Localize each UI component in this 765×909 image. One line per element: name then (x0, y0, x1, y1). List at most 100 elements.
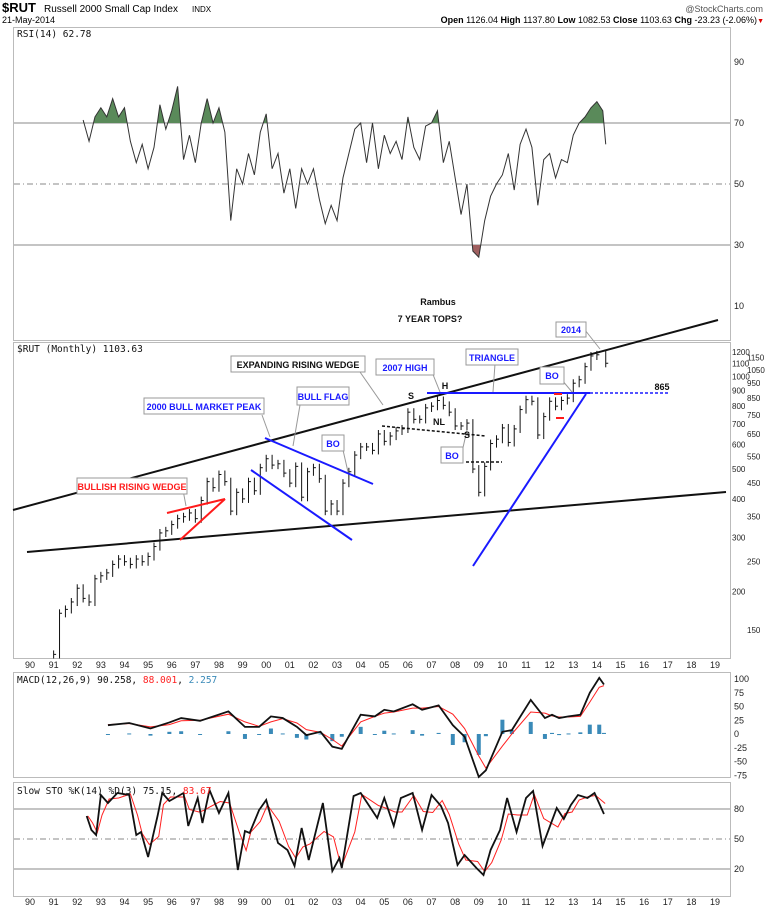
low-label: Low (557, 15, 576, 25)
callout-bo-2013: BO (539, 366, 573, 393)
x-tick-label-bottom: 06 (403, 897, 413, 907)
label-expanding-wedge: EXPANDING RISING WEDGE (237, 360, 360, 370)
macd-histogram-bar (420, 734, 425, 736)
macd-histogram-bar (318, 733, 323, 735)
chart-headline: 7 YEAR TOPS? (398, 314, 463, 324)
x-tick-label-bottom: 00 (261, 897, 271, 907)
x-tick-label-top: 01 (285, 660, 295, 670)
macd-histogram-bar (528, 721, 533, 734)
rsi-tick-label: 50 (734, 179, 744, 189)
macd-histogram-bar (148, 734, 153, 736)
signal-value: 88.001 (143, 675, 178, 686)
price-tick-label: 300 (732, 533, 746, 542)
x-tick-label-top: 92 (72, 660, 82, 670)
x-tick-label-bottom: 98 (214, 897, 224, 907)
x-tick-label-top: 00 (261, 660, 271, 670)
rsi-legend: RSI(14) 62.78 (17, 29, 92, 40)
macd-histogram-bar (294, 734, 299, 738)
macd-histogram-bar (500, 719, 505, 734)
open-label: Open (441, 15, 464, 25)
x-tick-label-bottom: 05 (379, 897, 389, 907)
macd-histogram-bar (483, 734, 488, 737)
head-label: H (442, 381, 449, 391)
x-tick-label-bottom: 02 (308, 897, 318, 907)
x-tick-label-top: 04 (356, 660, 366, 670)
x-tick-label-top: 90 (25, 660, 35, 670)
macd-histogram-bar (566, 733, 571, 735)
x-tick-label-top: 13 (568, 660, 578, 670)
x-axis: 90 90 91 91 92 92 93 93 94 94 95 95 96 96 97 97 98 98 99 99… (25, 660, 720, 907)
label-bullish-wedge: BULLISH RISING WEDGE (77, 482, 186, 492)
x-tick-label-bottom: 10 (497, 897, 507, 907)
x-tick-label-top: 06 (403, 660, 413, 670)
rsi-tick-label: 70 (734, 118, 744, 128)
price-panel (13, 342, 731, 659)
x-tick-label-top: 95 (143, 660, 153, 670)
price-tick-label: 1000 (732, 372, 750, 381)
macd-histogram-bar (597, 724, 602, 734)
x-tick-label-top: 05 (379, 660, 389, 670)
price-tick-label: 250 (747, 558, 761, 567)
macd-histogram-bar (226, 731, 231, 734)
macd-histogram-bar (509, 730, 514, 734)
x-tick-label-bottom: 12 (545, 897, 555, 907)
x-tick-label-bottom: 11 (521, 897, 530, 907)
x-tick-label-bottom: 95 (143, 897, 153, 907)
x-tick-label-top: 15 (615, 660, 625, 670)
x-tick-label-top: 12 (545, 660, 555, 670)
sto-tick-label: 50 (734, 834, 744, 844)
x-tick-label-top: 18 (686, 660, 696, 670)
callout-bo-2009: BO (440, 429, 468, 464)
rsi-oversold-fill (83, 245, 606, 258)
chg-value: -23.23 (-2.06%) (694, 15, 757, 25)
callout-expanding-rising-wedge: EXPANDING RISING WEDGE (230, 355, 384, 406)
macd-histogram-bar (436, 732, 441, 734)
price-tick-label: 1050 (747, 366, 765, 375)
x-tick-label-bottom: 94 (119, 897, 129, 907)
price-tick-label: 400 (732, 495, 746, 504)
x-tick-label-top: 16 (639, 660, 649, 670)
x-tick-label-top: 08 (450, 660, 460, 670)
sto-legend: Slow STO %K(14) %D(3) 75.15, 83.67 (17, 786, 212, 797)
macd-histogram-bar (304, 734, 309, 740)
sto-d-line (87, 793, 606, 873)
d-value: 83.67 (183, 786, 212, 797)
high-label: High (501, 15, 521, 25)
x-tick-label-bottom: 97 (190, 897, 200, 907)
macd-histogram-bar (382, 730, 387, 734)
price-tick-label: 1150 (747, 354, 765, 363)
x-tick-label-bottom: 14 (592, 897, 602, 907)
x-tick-label-top: 03 (332, 660, 342, 670)
callout-2014: 2014 (555, 321, 601, 350)
neckline-dashed (381, 425, 487, 437)
x-tick-label-bottom: 13 (568, 897, 578, 907)
macd-legend: MACD(12,26,9) 90.258, 88.001, 2.257 (17, 675, 217, 686)
price-tick-label: 800 (732, 402, 746, 411)
x-tick-label-bottom: 04 (356, 897, 366, 907)
label-2007-high: 2007 HIGH (382, 363, 427, 373)
symbol: $RUT (2, 0, 36, 15)
macd-histogram-bar (339, 734, 344, 737)
x-tick-label-bottom: 91 (49, 897, 59, 907)
price-tick-label: 450 (747, 479, 761, 488)
macd-histogram-bar (410, 730, 415, 734)
rsi-chart: 90 70 50 30 10 (14, 57, 744, 311)
label-2014: 2014 (561, 325, 581, 335)
rsi-panel (13, 27, 731, 341)
exchange: INDX (192, 5, 212, 14)
x-tick-label-bottom: 96 (167, 897, 177, 907)
macd-tick-label: 0 (734, 729, 739, 739)
rising-wedge-lower-line (179, 498, 226, 541)
macd-panel (13, 672, 731, 778)
x-tick-label-bottom: 19 (710, 897, 720, 907)
rsi-tick-label: 10 (734, 301, 744, 311)
level-865-label: 865 (654, 382, 669, 392)
x-tick-label-bottom: 01 (285, 897, 295, 907)
rsi-tick-label: 30 (734, 240, 744, 250)
x-tick-label-bottom: 03 (332, 897, 342, 907)
price-tick-label: 950 (747, 379, 761, 388)
price-tick-label: 500 (732, 465, 746, 474)
down-arrow-icon: ▼ (757, 18, 764, 25)
histogram-value: 2.257 (189, 675, 218, 686)
